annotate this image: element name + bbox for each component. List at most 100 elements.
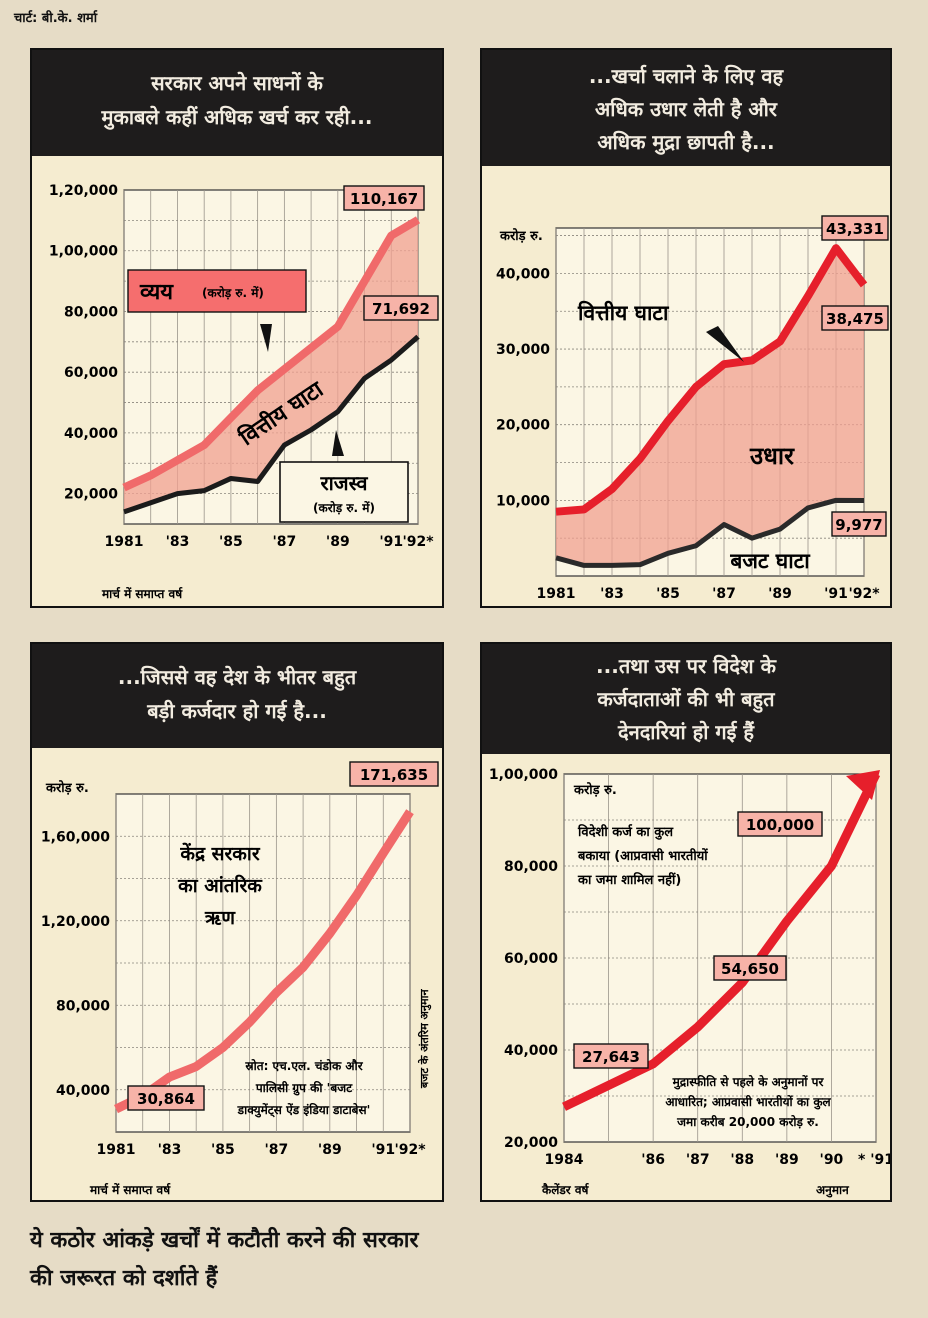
x-tick-label: '83 <box>600 586 624 602</box>
x-tick-label: 1981 <box>537 586 576 602</box>
callout-debt-1992: 171,635 <box>360 766 428 784</box>
internal-debt-label-line: केंद्र सरकार <box>179 842 260 865</box>
callout-debt-1991-box <box>737 811 823 837</box>
chart1-plot: 20,000 40,000 60,000 80,000 1,00,000 1,20,000… <box>49 183 439 601</box>
external-debt-chart-panel: ...तथा उस पर विदेश के कर्जदाताओं की भी ब… <box>480 642 892 1202</box>
callout-fiscal-peak: 43,331 <box>826 220 884 238</box>
y-tick-label: 80,000 <box>56 998 110 1014</box>
x-axis-label: मार्च में समाप्त वर्ष <box>89 1183 171 1197</box>
x-tick-label: '87 <box>712 586 736 602</box>
y-tick-label: 30,000 <box>496 342 550 358</box>
callout-fiscal-1992: 38,475 <box>826 310 884 328</box>
fiscal-deficit-pointer <box>706 326 744 362</box>
x-tick-label: '85 <box>219 534 243 550</box>
callout-debt-1988-box <box>713 955 787 981</box>
y-tick-label: 40,000 <box>56 1083 110 1099</box>
y-tick-label: 40,000 <box>64 426 118 442</box>
y-tick-label: 10,000 <box>496 493 550 509</box>
x-tick-label: '85 <box>211 1142 235 1158</box>
expenditure-label: व्यय <box>139 280 174 305</box>
y-tick-label: 1,20,000 <box>49 183 118 199</box>
y-tick-label: 1,60,000 <box>41 829 110 845</box>
x-tick-label: 1984 <box>545 1152 584 1168</box>
chart3-title: ...जिससे वह देश के भीतर बहुत बड़ी कर्जदा… <box>32 644 442 748</box>
callout-expenditure-1992: 110,167 <box>350 190 418 208</box>
y-tick-label: 40,000 <box>504 1043 558 1059</box>
y-tick-label: 60,000 <box>64 365 118 381</box>
callout-fiscal-1992-box <box>821 305 889 331</box>
callout-revenue-1992-box <box>363 295 439 321</box>
revenue-unit: (करोड़ रु. में) <box>313 501 375 515</box>
inflation-note-line: जमा करीब 20,000 करोड़ रु. <box>676 1115 819 1129</box>
x-tick-label: '89 <box>318 1142 342 1158</box>
internal-debt-line <box>114 809 414 1114</box>
borrowing-chart-panel: ...खर्चा चलाने के लिए वह अधिक उधार लेती … <box>480 48 892 608</box>
y-tick-label: 1,00,000 <box>49 244 118 260</box>
expenditure-unit: (करोड़ रु. में) <box>202 286 264 300</box>
internal-debt-chart-panel: ...जिससे वह देश के भीतर बहुत बड़ी कर्जदा… <box>30 642 444 1202</box>
callout-debt-1984: 27,643 <box>582 1048 640 1066</box>
unit-label: करोड़ रु. <box>45 780 89 796</box>
x-tick-label: '87 <box>264 1142 288 1158</box>
callout-expenditure-1992-box <box>343 185 425 211</box>
expenditure-chart-panel: सरकार अपने साधनों के मुकाबले कहीं अधिक ख… <box>30 48 444 608</box>
budget-deficit-label: बजट घाटा <box>729 549 811 573</box>
chart4-title: ...तथा उस पर विदेश के कर्जदाताओं की भी ब… <box>482 644 890 754</box>
chart1-title: सरकार अपने साधनों के मुकाबले कहीं अधिक ख… <box>32 50 442 156</box>
callout-debt-1992-box <box>349 761 439 787</box>
callout-debt-1991: 100,000 <box>746 816 814 834</box>
external-debt-label-line: का जमा शामिल नहीं) <box>577 871 681 888</box>
x-tick-label: '88 <box>730 1152 754 1168</box>
callout-fiscal-peak-box <box>821 215 889 241</box>
borrowing-area <box>556 248 864 566</box>
callout-budget-1992-box <box>831 511 887 537</box>
x-tick-label: '89 <box>326 534 350 550</box>
callout-debt-1988: 54,650 <box>721 960 779 978</box>
borrowing-label: उधार <box>749 442 795 470</box>
vertical-note: बजट के अंतरिम अनुमान <box>417 989 432 1089</box>
x-tick-label: '85 <box>656 586 680 602</box>
external-debt-arrowhead <box>846 770 880 800</box>
footer-line-1: ये कठोर आंकड़े खर्चों में कटौती करने की … <box>30 1228 419 1253</box>
inflation-note-line: मुद्रास्फीति से पहले के अनुमानों पर <box>672 1075 825 1090</box>
y-tick-label: 1,00,000 <box>489 767 558 783</box>
y-tick-label: 80,000 <box>64 304 118 320</box>
chart-credit: चार्ट: बी.के. शर्मा <box>14 11 98 26</box>
x-tick-label: '86 <box>641 1152 665 1168</box>
callout-budget-1992: 9,977 <box>835 516 882 534</box>
revenue-label: राजस्व <box>319 471 368 495</box>
revenue-pointer <box>332 430 344 456</box>
chart3-plot: 40,000 80,000 1,20,000 1,60,000 1981 '83 '85 '8… <box>41 761 439 1197</box>
x-tick-label: 1981 <box>97 1142 136 1158</box>
x-tick-label: '90 <box>820 1152 844 1168</box>
callout-debt-1981: 30,864 <box>137 1090 195 1108</box>
x-tick-label: '91 <box>824 586 848 602</box>
unit-label: करोड़ रु. <box>573 782 617 798</box>
revenue-line <box>123 334 420 515</box>
x-axis-label: मार्च में समाप्त वर्ष <box>101 587 183 601</box>
callout-debt-1984-box <box>573 1043 649 1069</box>
x-tick-label: * '91 <box>858 1152 890 1168</box>
y-tick-label: 60,000 <box>504 951 558 967</box>
footer-line-2: की जरूरत को दर्शाते हैं <box>30 1266 218 1291</box>
callout-debt-1981-box <box>127 1085 205 1111</box>
expenditure-label-box <box>127 269 307 313</box>
inflation-note-line: आधारित; आप्रवासी भारतीयों का कुल <box>665 1095 831 1110</box>
external-debt-line <box>562 772 881 1111</box>
x-axis-label: कैलेंडर वर्ष <box>541 1183 590 1197</box>
source-note-line: डाक्युमेंट्स ऐंड इंडिया डाटाबेस' <box>237 1103 371 1118</box>
y-tick-label: 20,000 <box>496 418 550 434</box>
callout-revenue-1992: 71,692 <box>372 300 430 318</box>
x-tick-label: '91 <box>371 1142 395 1158</box>
external-debt-label-line: बकाया (आप्रवासी भारतीयों <box>577 848 709 864</box>
external-debt-label-line: विदेशी कर्ज का कुल <box>577 824 674 840</box>
y-tick-label: 20,000 <box>64 487 118 503</box>
expenditure-pointer <box>260 324 272 352</box>
x-tick-label: '92* <box>394 1142 426 1158</box>
x-tick-label: '87 <box>272 534 296 550</box>
internal-debt-label-line: का आंतरिक <box>177 874 263 897</box>
y-tick-label: 40,000 <box>496 266 550 282</box>
x-tick-label: '92* <box>848 586 880 602</box>
internal-debt-label-line: ऋण <box>204 907 236 929</box>
fiscal-deficit-line <box>555 244 868 516</box>
